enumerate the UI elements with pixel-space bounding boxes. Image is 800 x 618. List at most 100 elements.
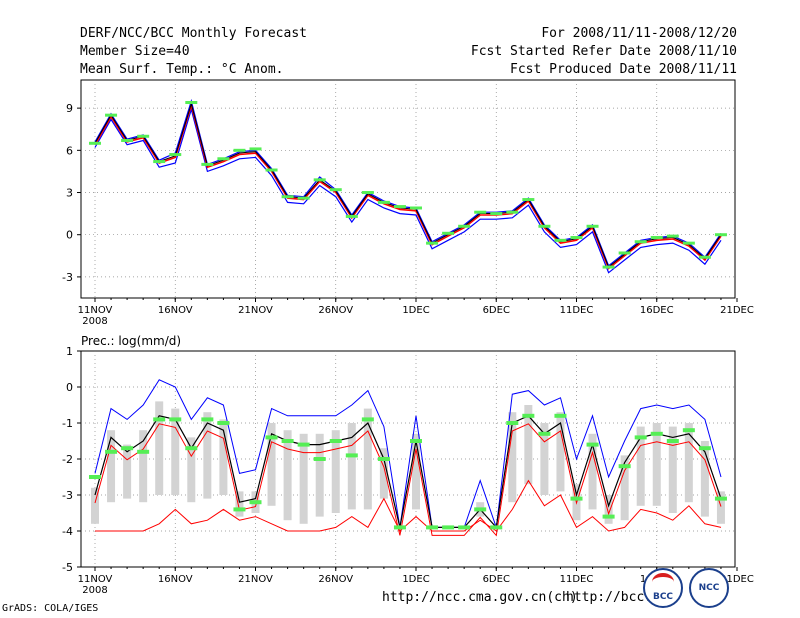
- prec-box: [123, 444, 132, 499]
- bcc-url[interactable]: http://bcc.: [566, 590, 653, 605]
- prec-box: [716, 491, 725, 524]
- prec-obs-marker: [586, 442, 599, 447]
- temp-obs-marker: [313, 178, 326, 182]
- prec-obs-marker: [185, 446, 198, 451]
- prec-obs-marker: [217, 421, 230, 425]
- temp-xtick-label: 21NOV: [238, 305, 273, 316]
- prec-box: [187, 437, 196, 503]
- prec-box: [203, 412, 212, 499]
- prec-box: [107, 430, 116, 503]
- prec-ytick-label: -5: [62, 561, 73, 574]
- prec-obs-marker: [538, 431, 551, 436]
- prec-box: [267, 423, 276, 506]
- header-period: For 2008/11/11-2008/12/20: [541, 26, 737, 41]
- prec-box: [171, 408, 180, 495]
- prec-xtick-label: 11DEC: [560, 574, 594, 585]
- prec-ytick-label: -3: [62, 489, 73, 502]
- prec-obs-marker: [618, 464, 631, 469]
- prec-box: [652, 423, 661, 506]
- prec-ytick-label: 1: [66, 345, 73, 358]
- temp-obs-marker: [554, 238, 567, 242]
- prec-box: [219, 419, 228, 495]
- prec-box: [235, 491, 244, 517]
- prec-ytick-label: -2: [62, 453, 73, 466]
- temp-obs-marker: [442, 231, 455, 235]
- temp-ytick-label: 6: [66, 144, 73, 157]
- temp-obs-marker: [570, 236, 583, 240]
- prec-obs-marker: [265, 435, 278, 440]
- temp-obs-marker: [602, 265, 615, 269]
- prec-box: [508, 412, 517, 503]
- prec-box: [347, 423, 356, 510]
- temp-obs-marker: [522, 198, 535, 202]
- prec-obs-marker: [410, 439, 422, 443]
- header-produced-date: Fcst Produced Date 2008/11/11: [510, 62, 737, 77]
- temp-obs-marker: [714, 233, 727, 237]
- temp-obs-marker: [458, 224, 471, 228]
- temp-obs-marker: [217, 157, 230, 161]
- temp-obs-marker: [201, 162, 214, 166]
- prec-obs-marker: [474, 507, 487, 512]
- temp-obs-marker: [618, 251, 631, 255]
- prec-box: [299, 433, 308, 524]
- temp-obs-marker: [281, 195, 294, 199]
- prec-box: [331, 430, 340, 513]
- temp-obs-marker: [233, 148, 246, 152]
- temp-obs-marker: [426, 241, 439, 245]
- prec-lower-quantile-line: [94, 423, 722, 537]
- prec-obs-marker: [345, 453, 358, 458]
- prec-xtick-label: 26NOV: [318, 574, 353, 585]
- prec-obs-marker: [714, 496, 727, 501]
- prec-box: [668, 426, 677, 513]
- temp-xtick-label: 16DEC: [640, 305, 674, 316]
- temp-obs-marker: [586, 224, 599, 228]
- prec-obs-marker: [426, 525, 439, 530]
- temp-mean-outline: [94, 101, 722, 268]
- temp-lower-line: [94, 107, 722, 274]
- prec-box: [636, 426, 645, 506]
- prec-obs-marker: [137, 449, 150, 454]
- temp-obs-marker: [345, 214, 358, 218]
- temp-obs-marker: [105, 113, 118, 117]
- prec-box: [700, 441, 709, 517]
- prec-obs-marker: [329, 439, 342, 443]
- prec-obs-marker: [506, 421, 519, 425]
- prec-box: [620, 455, 629, 521]
- prec-obs-marker: [698, 446, 711, 451]
- temp-obs-marker: [682, 241, 695, 245]
- prec-ytick-label: 0: [66, 381, 73, 394]
- temp-obs-marker: [506, 210, 519, 214]
- prec-box: [540, 423, 549, 495]
- temp-obs-marker: [650, 236, 663, 240]
- prec-obs-marker: [281, 439, 294, 443]
- temp-obs-marker: [474, 210, 487, 214]
- prec-obs-marker: [233, 507, 246, 512]
- prec-obs-marker: [458, 525, 471, 530]
- prec-obs-marker: [169, 417, 182, 422]
- temp-obs-marker: [249, 147, 262, 151]
- header-member-size: Member Size=40: [80, 44, 190, 59]
- header-title: DERF/NCC/BCC Monthly Forecast: [80, 26, 307, 41]
- temp-year-label: 2008: [82, 316, 107, 327]
- temp-obs-marker: [297, 196, 310, 200]
- prec-box: [283, 430, 292, 521]
- temp-mean-line: [94, 102, 722, 270]
- prec-max-line: [94, 379, 722, 528]
- prec-box: [363, 408, 372, 510]
- temp-upper-line: [94, 98, 722, 267]
- bcc-logo: BCC: [643, 568, 683, 608]
- temp-obs-marker: [634, 240, 647, 244]
- temp-obs-marker: [666, 234, 679, 238]
- temp-obs-marker: [393, 205, 406, 209]
- prec-mean-line: [94, 415, 722, 529]
- temp-xtick-label: 16NOV: [158, 305, 193, 316]
- temp-obs-marker: [89, 141, 101, 145]
- ncc-url[interactable]: http://ncc.cma.gov.cn(ch): [382, 590, 578, 605]
- prec-year-label: 2008: [82, 585, 107, 596]
- prec-box: [684, 423, 693, 503]
- prec-obs-marker: [105, 449, 118, 454]
- prec-ytick-label: -4: [62, 525, 73, 538]
- temp-plot-frame: [80, 79, 736, 299]
- temp-obs-marker: [377, 200, 390, 204]
